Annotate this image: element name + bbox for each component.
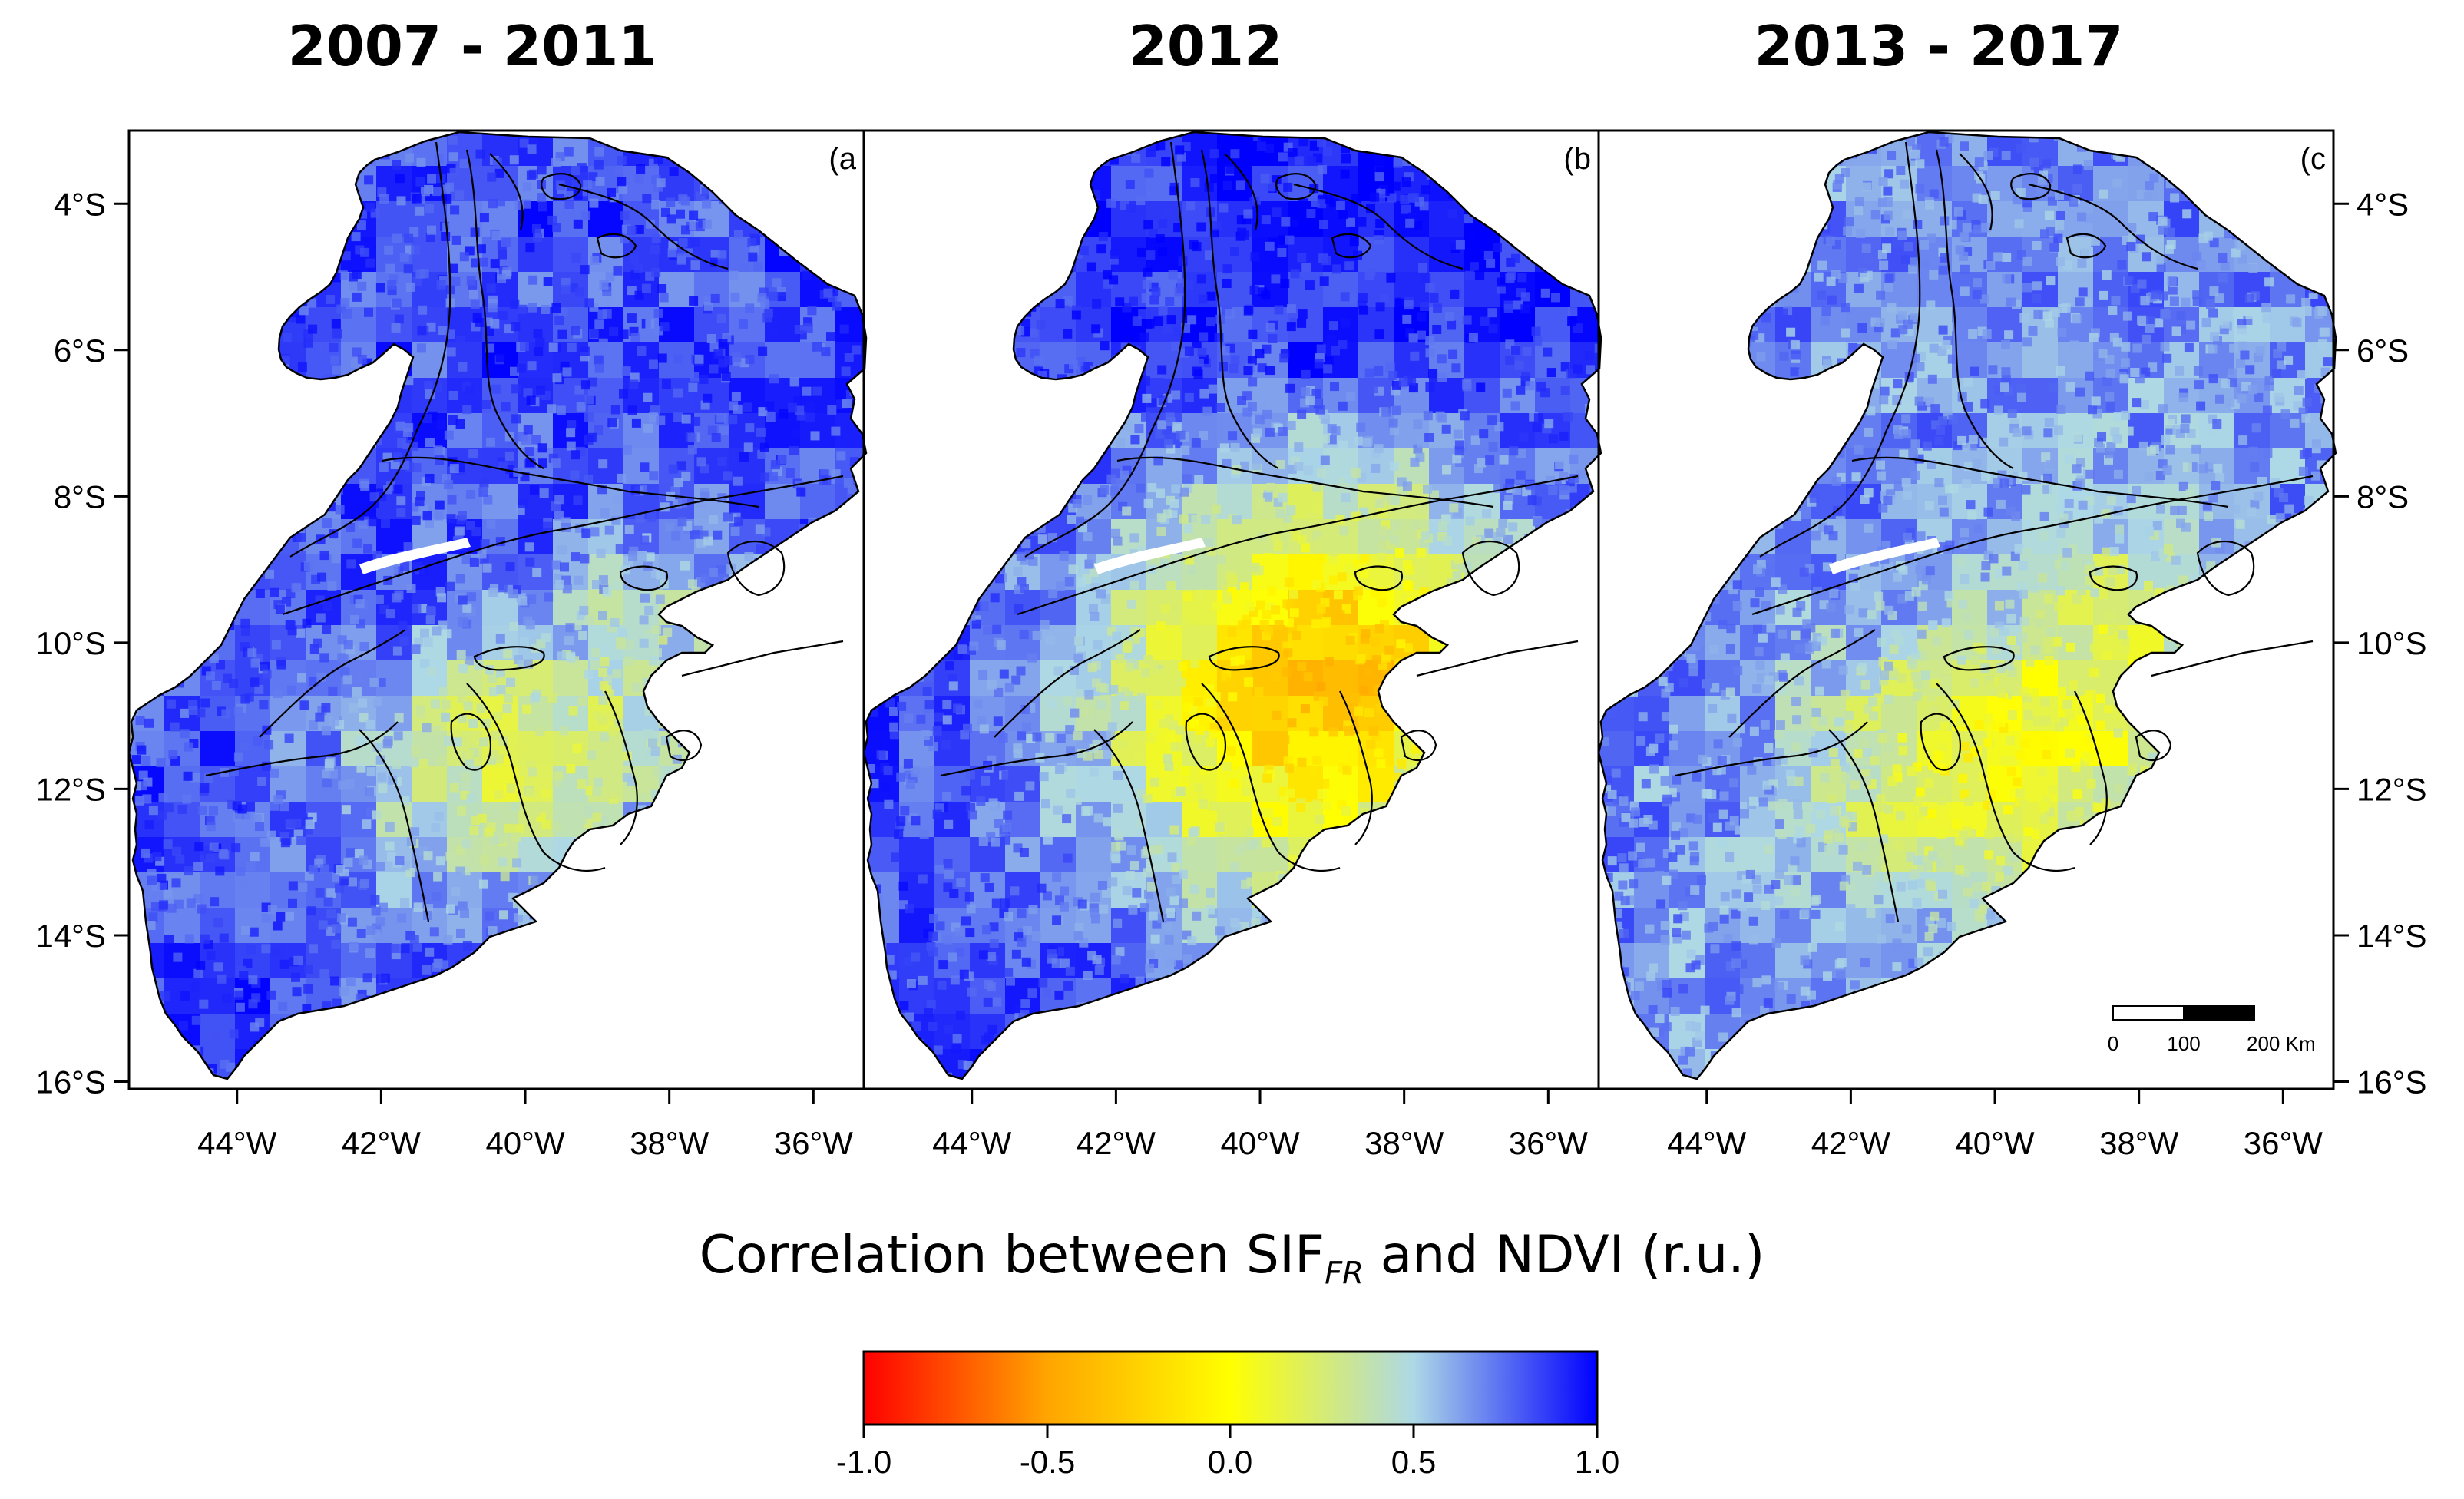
map-panel-c: (c [1597, 129, 2337, 1090]
y-tick-label-left: 12°S [35, 771, 106, 807]
y-tick-label-right: 10°S [2357, 625, 2427, 661]
x-tick-label: 42°W [342, 1125, 422, 1161]
x-tick-label: 42°W [1077, 1125, 1156, 1161]
y-tick-label-left: 16°S [35, 1064, 106, 1100]
x-tick-label: 40°W [485, 1125, 565, 1161]
x-tick-label: 44°W [932, 1125, 1012, 1161]
x-tick-label: 36°W [2244, 1125, 2323, 1161]
y-tick-label-right: 8°S [2357, 478, 2409, 515]
region-outline [862, 131, 1602, 1080]
panel-label-a: (a [828, 142, 856, 176]
scale-bar-label: 100 [2167, 1032, 2200, 1055]
map-panels: (a (b (c 0 100 200 Km [127, 129, 2337, 1090]
colorbar-tick-label-4: 1.0 [1574, 1444, 1620, 1480]
panel-title-a: 2007 - 2011 [287, 14, 657, 78]
x-tick-label: 38°W [2099, 1125, 2179, 1161]
correlation-raster [1599, 132, 2336, 1079]
y-tick-label-left: 10°S [35, 625, 106, 661]
map-axes: 44°W 42°W 40°W 38°W 36°W 44°W 42°W 40°W 38°W 36°W… [35, 186, 2426, 1161]
x-tick-label: 40°W [1220, 1125, 1300, 1161]
panel-label-b: (b [1563, 142, 1591, 176]
y-tick-label-left: 4°S [54, 186, 106, 222]
correlation-raster [864, 132, 1601, 1079]
colorbar-tick-label-1: -0.5 [1019, 1444, 1076, 1480]
colorbar-tick-label-3: 0.5 [1391, 1444, 1437, 1480]
x-tick-label: 36°W [1509, 1125, 1589, 1161]
y-tick-label-right: 6°S [2357, 333, 2409, 369]
x-tick-label: 44°W [1667, 1125, 1747, 1161]
x-tick-label: 38°W [1364, 1125, 1444, 1161]
x-tick-label: 40°W [1955, 1125, 2035, 1161]
map-panel-a: (a [127, 129, 868, 1090]
scale-bar: 0 100 200 Km [2108, 1005, 2316, 1055]
region-outline [1597, 131, 2337, 1080]
colorbar-tick-label-2: 0.0 [1207, 1444, 1253, 1480]
legend-title: Correlation between SIFFR and NDVI (r.u.… [699, 1225, 1765, 1292]
region-outline [127, 131, 868, 1080]
panel-label-c: (c [2300, 142, 2326, 176]
colorbar-ticks [862, 1425, 1599, 1438]
correlation-raster [129, 132, 866, 1079]
y-tick-label-left: 6°S [54, 333, 106, 369]
panel-frame [1597, 129, 2335, 1090]
scale-bar-label: 0 [2108, 1032, 2118, 1055]
y-tick-label-right: 4°S [2357, 186, 2409, 222]
colorbar [862, 1350, 1599, 1426]
x-tick-label: 38°W [630, 1125, 709, 1161]
y-tick-label-right: 16°S [2357, 1064, 2427, 1100]
colorbar-tick-label-0: -1.0 [835, 1444, 892, 1480]
y-tick-label-right: 14°S [2357, 918, 2427, 954]
panel-title-c: 2013 - 2017 [1754, 14, 2124, 78]
y-tick-label-left: 8°S [54, 478, 106, 515]
map-panel-b: (b [862, 129, 1602, 1090]
y-tick-label-right: 12°S [2357, 771, 2427, 807]
y-tick-label-left: 14°S [35, 918, 106, 954]
panel-title-b: 2012 [1128, 14, 1283, 78]
x-tick-label: 42°W [1811, 1125, 1891, 1161]
x-tick-label: 44°W [197, 1125, 277, 1161]
x-tick-label: 36°W [774, 1125, 854, 1161]
scale-bar-label: 200 Km [2247, 1032, 2316, 1055]
